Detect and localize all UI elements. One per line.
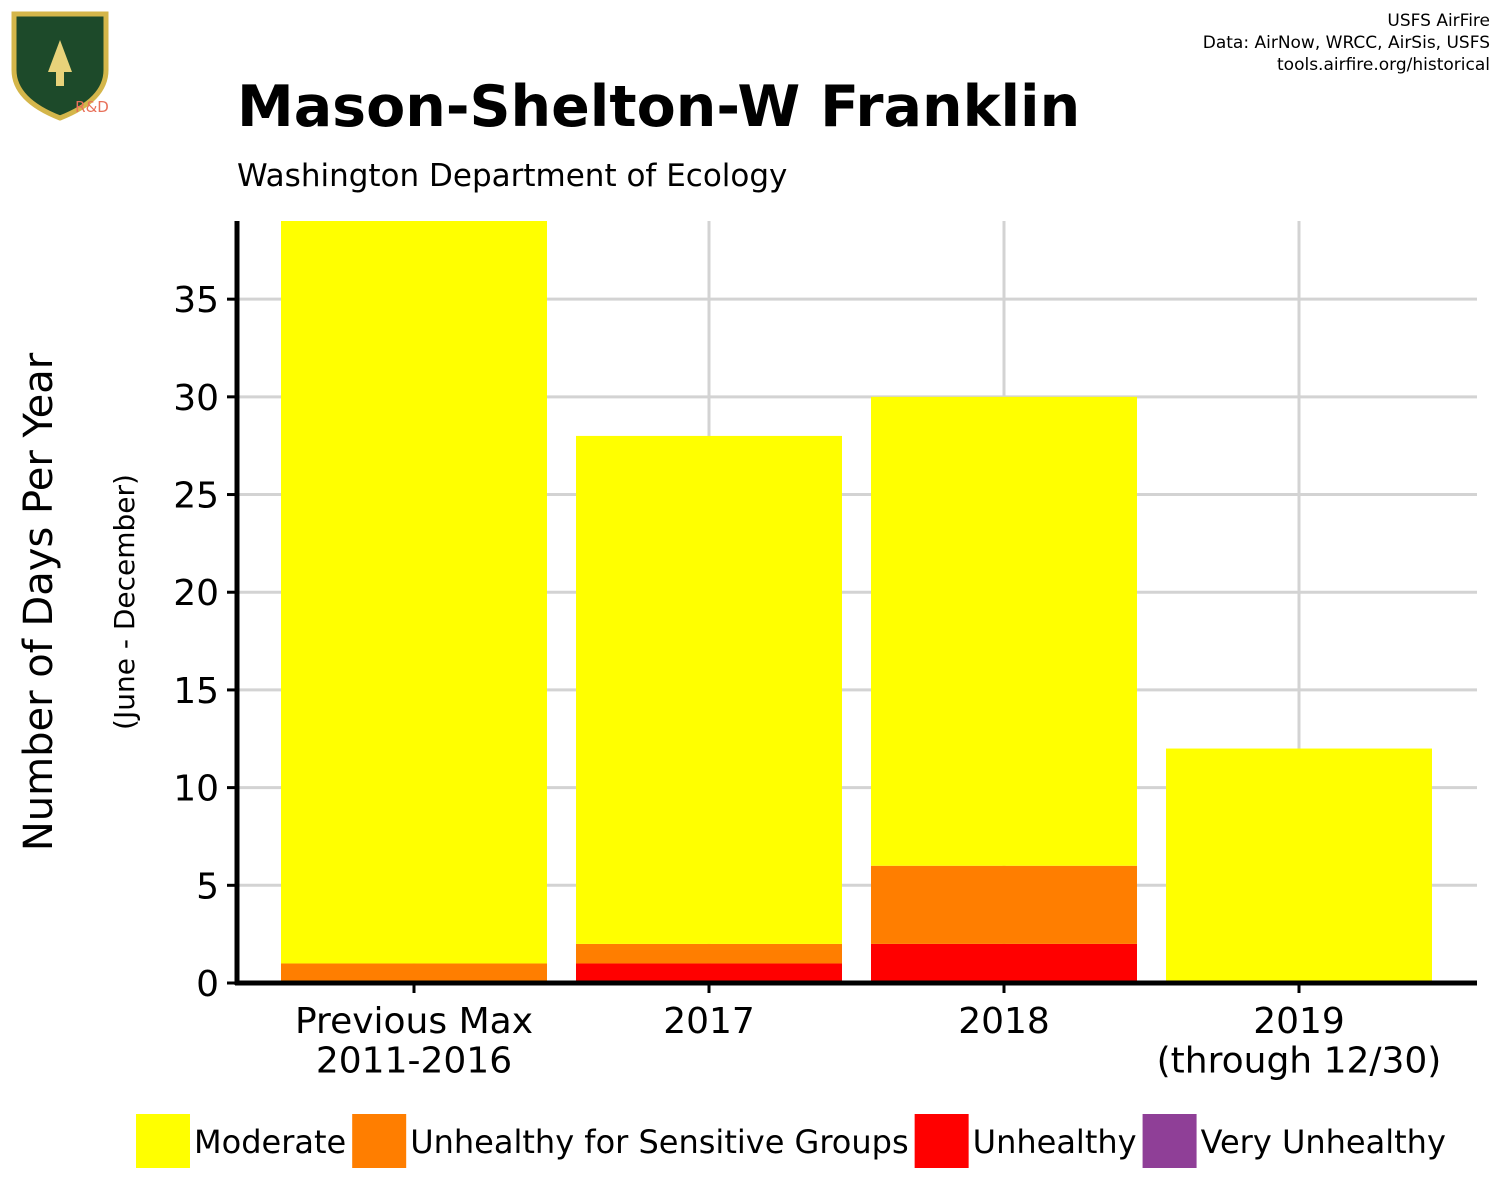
y-axis-label: Number of Days Per Year: [16, 352, 62, 851]
bar-segment: [576, 943, 842, 964]
legend-label: Moderate: [194, 1123, 346, 1161]
legend-label: Unhealthy: [973, 1123, 1137, 1161]
y-tick-label: 25: [173, 476, 219, 517]
x-tick-label: 2018: [958, 1001, 1050, 1042]
y-tick-label: 30: [173, 378, 219, 419]
bar-segment: [576, 963, 842, 983]
logo-label: R&D: [75, 98, 109, 116]
bar-segment: [576, 435, 842, 944]
legend-label: Very Unhealthy: [1201, 1123, 1446, 1161]
x-tick-label: Previous Max 2011-2016: [295, 1001, 533, 1082]
bar-segment: [871, 396, 1137, 866]
y-tick-label: 35: [173, 280, 219, 321]
y-tick-label: 0: [196, 964, 219, 1005]
y-tick-label: 5: [196, 866, 219, 907]
bar-segment: [1166, 748, 1432, 983]
chart-title: Mason-Shelton-W Franklin: [237, 74, 1080, 140]
credit: Data: AirNow, WRCC, AirSis, USFS: [1203, 33, 1490, 53]
bar-segment: [281, 221, 547, 964]
legend-swatch: [352, 1114, 407, 1168]
credit: tools.airfire.org/historical: [1277, 55, 1490, 75]
bars: [281, 221, 1432, 983]
y-tick-label: 20: [173, 573, 219, 614]
bar-segment: [871, 943, 1137, 983]
legend-label: Unhealthy for Sensitive Groups: [410, 1123, 908, 1161]
legend-swatch: [1142, 1114, 1197, 1168]
x-tick-label: 2019 (through 12/30): [1157, 1001, 1442, 1082]
logo-tree: [48, 40, 72, 86]
y-tick-label: 15: [173, 671, 219, 712]
bar-segment: [281, 963, 547, 983]
y-tick-label: 10: [173, 769, 219, 810]
legend-swatch: [914, 1114, 969, 1168]
legend: Moderate Unhealthy for Sensitive Groups Un…: [136, 1114, 1446, 1168]
x-tick-label: 2017: [663, 1001, 755, 1042]
y-axis-sublabel: (June - December): [108, 474, 141, 730]
bar-segment: [871, 865, 1137, 944]
axes: 0 5 10 15 20 25 30 35 Previous Max 2011-2016 2017 2…: [173, 221, 1477, 1082]
credit: USFS AirFire: [1387, 11, 1490, 31]
legend-swatch: [136, 1114, 190, 1168]
chart-subtitle: Washington Department of Ecology: [237, 158, 787, 194]
logo: R&D: [11, 11, 109, 121]
